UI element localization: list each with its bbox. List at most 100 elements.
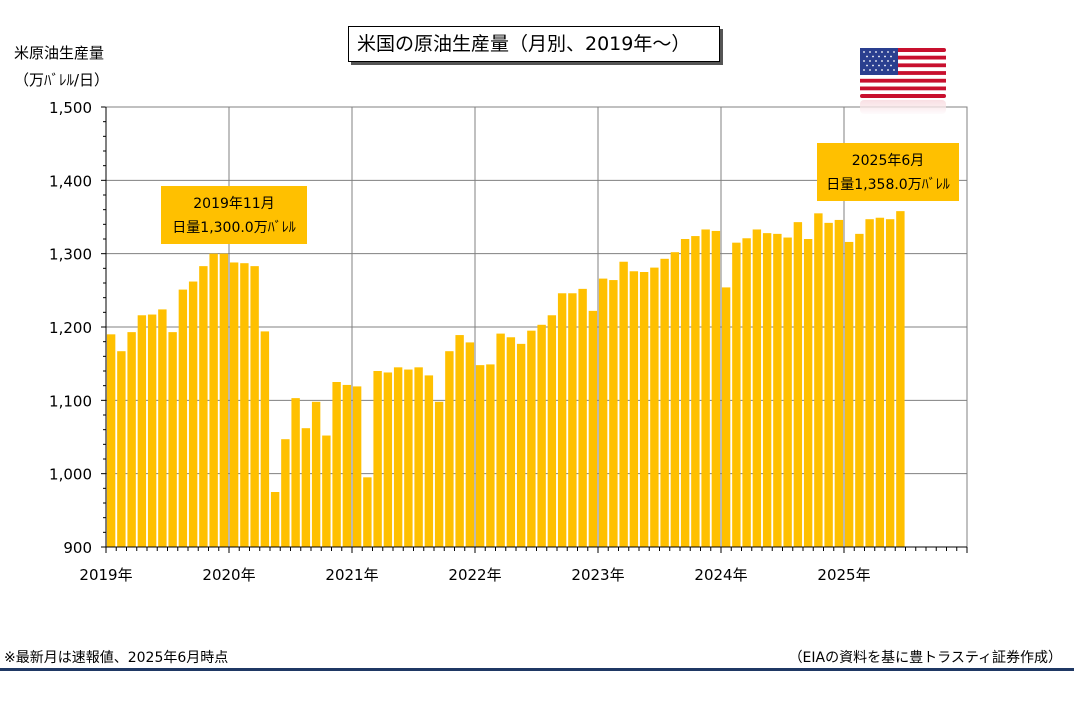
bar bbox=[691, 236, 700, 548]
bar bbox=[568, 293, 577, 547]
bar bbox=[311, 401, 321, 547]
y-tick-label: 900 bbox=[63, 539, 92, 557]
bar bbox=[670, 252, 680, 547]
footnote: ※最新月は速報値、2025年6月時点 bbox=[4, 650, 229, 666]
y-tick-label: 1,100 bbox=[49, 392, 92, 410]
bar bbox=[260, 331, 270, 547]
bar bbox=[147, 314, 157, 547]
y-tick-label: 1,300 bbox=[49, 246, 92, 264]
bar bbox=[291, 398, 300, 547]
annotation-latest-date: 2025年6月 bbox=[851, 153, 925, 169]
bar bbox=[793, 222, 803, 547]
bar bbox=[229, 262, 239, 547]
y-axis-title-line2: （万ﾊﾞﾚﾙ/日） bbox=[14, 71, 110, 89]
bar bbox=[506, 337, 516, 547]
x-tick-label: 2023年 bbox=[571, 566, 624, 584]
bar bbox=[322, 435, 331, 547]
x-tick-label: 2024年 bbox=[694, 566, 747, 584]
bar bbox=[885, 219, 895, 547]
y-axis-title: 米原油生産量 （万ﾊﾞﾚﾙ/日） bbox=[14, 40, 109, 94]
bar bbox=[609, 280, 618, 547]
bar bbox=[486, 364, 495, 547]
bar bbox=[106, 334, 116, 547]
bar bbox=[721, 287, 731, 547]
bar bbox=[424, 375, 434, 547]
bar bbox=[773, 233, 782, 547]
bar bbox=[896, 211, 905, 547]
bar bbox=[783, 237, 792, 548]
bar bbox=[250, 266, 259, 547]
bar bbox=[598, 278, 608, 547]
y-tick-label: 1,000 bbox=[49, 466, 92, 484]
bar bbox=[219, 253, 229, 547]
bar bbox=[803, 239, 813, 547]
bar bbox=[639, 272, 649, 547]
bar bbox=[824, 222, 833, 547]
source-note: （EIAの資料を基に豊トラスティ証券作成） bbox=[788, 650, 1062, 666]
bar bbox=[752, 229, 762, 547]
bar bbox=[537, 324, 546, 547]
chart-title: 米国の原油生産量（月別、2019年〜） bbox=[348, 26, 720, 62]
bar bbox=[455, 335, 464, 547]
annotation-latest: 2025年6月 日量1,358.0万ﾊﾞﾚﾙ bbox=[817, 143, 959, 201]
bar bbox=[117, 351, 126, 547]
bar bbox=[137, 315, 147, 547]
bar bbox=[619, 261, 628, 547]
bar bbox=[414, 367, 423, 547]
y-tick-label: 1,200 bbox=[49, 319, 92, 337]
bar bbox=[855, 233, 864, 547]
x-tick-label: 2022年 bbox=[448, 566, 501, 584]
bar bbox=[732, 242, 741, 547]
bar bbox=[240, 263, 249, 547]
bar bbox=[814, 213, 823, 548]
bar bbox=[434, 401, 444, 547]
us-flag-icon bbox=[860, 48, 946, 114]
x-tick-label: 2020年 bbox=[202, 566, 255, 584]
bar bbox=[701, 229, 710, 547]
bar bbox=[404, 369, 413, 547]
bar bbox=[629, 271, 639, 547]
bar bbox=[178, 289, 188, 547]
bar bbox=[127, 332, 136, 547]
bar bbox=[711, 230, 721, 547]
bar bbox=[516, 343, 526, 547]
y-tick-label: 1,500 bbox=[49, 99, 92, 117]
x-tick-label: 2019年 bbox=[79, 566, 132, 584]
bar bbox=[209, 253, 218, 547]
annotation-peak: 2019年11月 日量1,300.0万ﾊﾞﾚﾙ bbox=[161, 186, 307, 244]
bar bbox=[527, 330, 536, 547]
bar bbox=[578, 288, 587, 547]
bar bbox=[875, 217, 885, 547]
annotation-peak-value: 日量1,300.0万ﾊﾞﾚﾙ bbox=[172, 220, 296, 236]
bar bbox=[445, 351, 454, 547]
bar bbox=[158, 309, 167, 547]
bar bbox=[475, 365, 485, 547]
y-axis-title-line1: 米原油生産量 bbox=[14, 44, 105, 62]
bar bbox=[588, 310, 598, 547]
bar bbox=[393, 367, 403, 547]
bar bbox=[742, 238, 751, 547]
bar bbox=[199, 266, 208, 547]
bar bbox=[270, 492, 280, 547]
bar bbox=[342, 384, 352, 547]
x-tick-label: 2025年 bbox=[817, 566, 870, 584]
bar bbox=[844, 241, 854, 547]
bar bbox=[301, 428, 311, 547]
bar bbox=[465, 342, 475, 547]
bar bbox=[762, 233, 772, 547]
bar bbox=[680, 239, 690, 547]
bar bbox=[383, 372, 393, 547]
annotation-latest-value: 日量1,358.0万ﾊﾞﾚﾙ bbox=[826, 177, 950, 193]
y-tick-label: 1,400 bbox=[49, 172, 92, 190]
bar bbox=[496, 333, 505, 547]
bar bbox=[557, 293, 567, 547]
bottom-divider bbox=[0, 668, 1074, 671]
x-tick-label: 2021年 bbox=[325, 566, 378, 584]
bar bbox=[332, 382, 341, 547]
bar bbox=[281, 439, 290, 547]
bar bbox=[352, 386, 362, 547]
bar bbox=[834, 219, 844, 547]
bar bbox=[188, 281, 198, 547]
bar bbox=[168, 332, 177, 547]
